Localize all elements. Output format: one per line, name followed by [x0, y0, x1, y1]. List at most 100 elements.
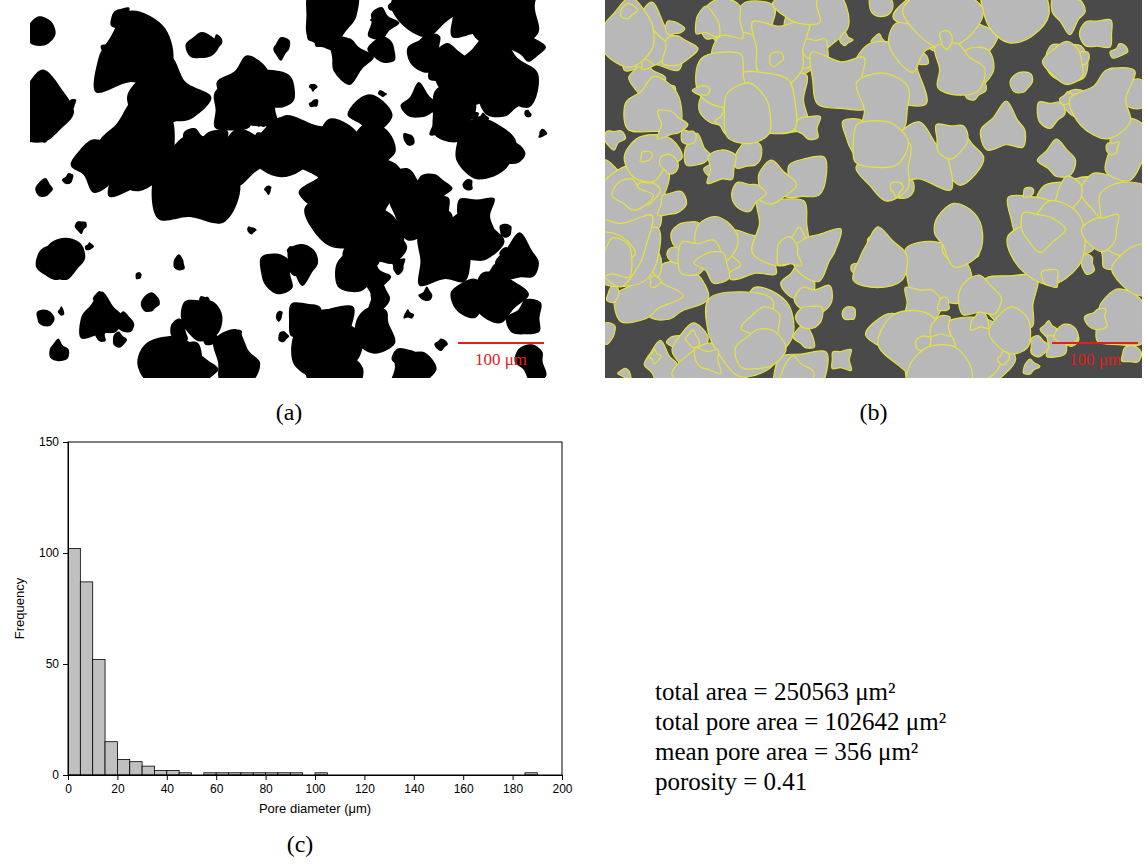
- y-tick: 100: [39, 546, 68, 560]
- bar: [80, 582, 92, 775]
- grain: [685, 330, 699, 348]
- pore: [75, 221, 87, 234]
- grain: [958, 275, 1001, 315]
- grain: [612, 179, 654, 210]
- grain: [772, 0, 820, 25]
- stat-line: total area = 250563 μm²: [655, 678, 896, 705]
- stat-line: mean pore area = 356 μm²: [655, 738, 918, 765]
- y-tick: 0: [52, 768, 68, 782]
- pore: [245, 90, 278, 127]
- grain: [1037, 102, 1065, 129]
- grain: [1031, 336, 1050, 357]
- grain: [930, 315, 950, 336]
- pore: [499, 247, 513, 258]
- grain: [605, 0, 654, 67]
- grain: [1121, 346, 1141, 363]
- image-background: [605, 0, 1142, 378]
- grain: [605, 131, 626, 151]
- pore: [463, 179, 473, 191]
- grain: [1037, 139, 1075, 177]
- grain: [777, 237, 802, 266]
- grain: [694, 348, 721, 374]
- x-tick-label: 80: [259, 782, 273, 796]
- pore: [30, 101, 50, 124]
- grain: [1041, 269, 1058, 287]
- x-tick-mark: [364, 775, 365, 780]
- pore: [247, 226, 257, 234]
- x-tick-mark: [414, 775, 415, 780]
- grain: [735, 329, 786, 369]
- grain: [605, 215, 653, 287]
- grain: [937, 297, 949, 311]
- pore: [368, 280, 390, 311]
- scale-bar-label: 100 μm: [1069, 350, 1121, 369]
- pore: [58, 306, 65, 315]
- grain: [939, 31, 952, 50]
- grain: [1069, 68, 1135, 139]
- grain: [934, 203, 982, 267]
- y-tick-mark: [63, 664, 68, 665]
- pore: [258, 119, 266, 127]
- grain: [624, 135, 682, 182]
- grain: [770, 52, 784, 67]
- plot-frame: [68, 442, 562, 775]
- x-tick-mark: [216, 775, 217, 780]
- pore: [273, 37, 290, 61]
- grain: [660, 154, 679, 174]
- pore: [329, 35, 374, 85]
- pore: [40, 136, 47, 143]
- figure: 100 μm(a)100 μm(b)0204060801001201401601…: [0, 0, 1144, 864]
- x-tick-label: 180: [503, 782, 523, 796]
- x-tick: 60: [210, 775, 224, 796]
- y-axis: 0 50 100 150: [39, 435, 69, 782]
- grain: [666, 21, 685, 35]
- pore: [403, 309, 414, 319]
- pore: [363, 315, 381, 333]
- x-tick-mark: [266, 775, 267, 780]
- grain: [605, 323, 615, 345]
- pore: [113, 332, 127, 348]
- panel-label: (b): [860, 399, 888, 425]
- pore: [363, 129, 372, 137]
- pore: [136, 272, 142, 279]
- y-tick-label: 50: [46, 657, 60, 671]
- grain: [732, 182, 766, 212]
- pore: [62, 173, 74, 184]
- y-tick: 150: [39, 435, 68, 449]
- grain: [1111, 242, 1142, 297]
- x-tick-mark: [513, 775, 514, 780]
- grain: [1010, 72, 1032, 93]
- x-tick-label: 100: [305, 782, 325, 796]
- scale-bar: [1052, 342, 1138, 344]
- grain: [692, 86, 710, 96]
- x-tick: 100: [305, 775, 325, 796]
- grain: [642, 60, 654, 70]
- pore: [137, 336, 203, 378]
- pore: [420, 195, 450, 228]
- pore: [213, 329, 260, 378]
- pore: [181, 300, 223, 342]
- grain: [869, 0, 893, 17]
- scale-bar: [458, 342, 544, 344]
- grain: [1110, 44, 1128, 59]
- x-axis-line: [69, 776, 563, 781]
- pore: [49, 338, 69, 361]
- x-tick-label: 40: [161, 782, 175, 796]
- x-tick-label: 60: [210, 782, 224, 796]
- x-tick: 140: [404, 775, 424, 796]
- pore: [370, 15, 380, 25]
- pore: [400, 82, 438, 118]
- x-tick-mark: [167, 775, 168, 780]
- x-tick: 40: [161, 775, 175, 796]
- grain: [618, 368, 631, 378]
- bar: [167, 771, 179, 775]
- stat-line: porosity = 0.41: [655, 768, 807, 795]
- pore: [287, 244, 318, 286]
- bar: [142, 766, 154, 775]
- pore: [417, 235, 471, 286]
- pore: [278, 331, 289, 342]
- x-tick-label: 120: [355, 782, 375, 796]
- grain: [778, 356, 814, 378]
- x-tick-mark: [315, 775, 316, 780]
- y-tick-mark: [63, 775, 68, 776]
